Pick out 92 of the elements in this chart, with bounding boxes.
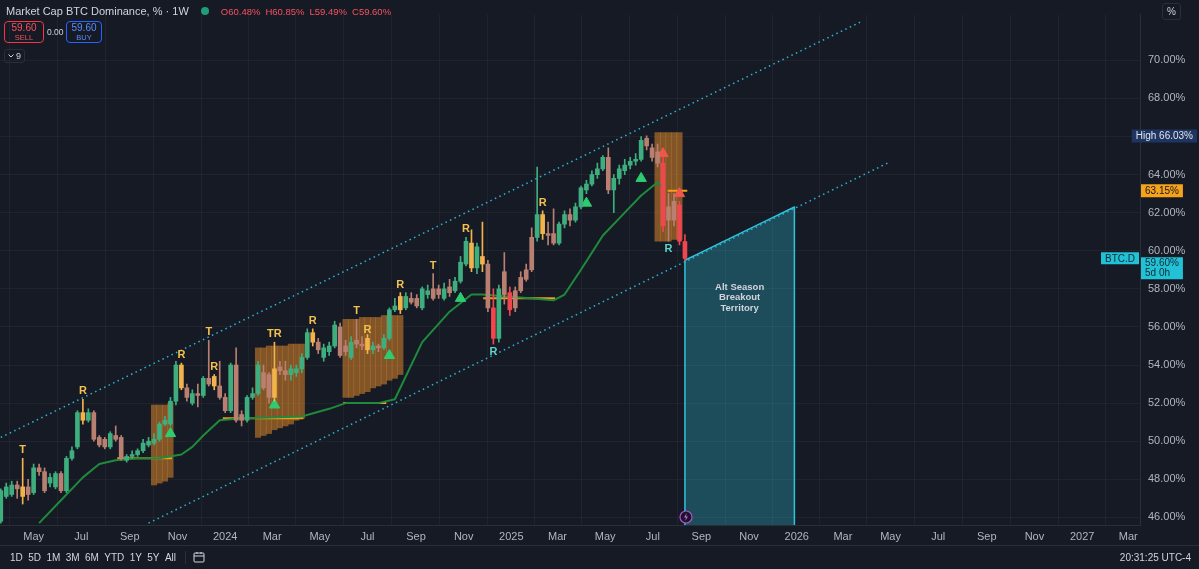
annotation: T [19,443,27,456]
text: 1M [46,552,61,563]
x-tick-label: Mar [833,529,853,542]
annotation: R [308,313,317,326]
point [383,349,396,359]
annotation: R [396,277,405,290]
point [164,427,177,438]
x-tick-label: Mar [1118,529,1139,542]
annotation: R [462,222,471,235]
annotation: High 66.03% [1135,130,1194,142]
text: 5D [28,552,41,563]
text: 3M [65,552,80,563]
annotation: T [205,325,213,338]
annotation: 9 [15,51,21,61]
annotation: R [489,345,498,358]
y-tick-label: 62.00% [1148,205,1186,218]
text: All [164,552,177,563]
annotation: R [538,195,547,208]
text: 1Y [129,552,142,563]
annotation: R [177,348,186,361]
x-tick-label: Jul [931,529,946,542]
bar [293,343,300,421]
bar [397,315,404,375]
x-tick-label: Nov [453,529,474,542]
percent-button[interactable]: % [1162,3,1181,20]
candlestick [195,383,201,408]
y-tick-label: 68.00% [1148,91,1186,104]
y-tick-label: 52.00% [1148,396,1186,409]
annotation: T [353,304,361,317]
bar [375,317,382,387]
y-tick-label: 54.00% [1148,358,1186,371]
point [673,187,686,198]
y-tick-label: 64.00% [1148,167,1186,180]
y-tick-label: 60.00% [1148,243,1186,256]
y-tick-label: 58.00% [1148,281,1186,294]
annotation: O60.48% [220,5,261,17]
x-tick-label: May [309,529,331,542]
annotation: BTC.D [1105,252,1135,264]
annotation: T [429,258,437,271]
point [268,398,281,409]
x-tick-label: Nov [739,529,760,542]
point [454,291,467,302]
text: 5Y [147,552,160,563]
candlestick [14,480,20,499]
x-tick-label: Jul [74,529,89,542]
annotation: R [664,242,673,255]
text: 63.15% [1145,185,1180,197]
x-tick-label: Sep [691,529,712,542]
x-tick-label: May [880,529,902,542]
text: 5d 0h [1145,267,1171,279]
annotation: 0.00 [47,27,64,37]
x-tick-label: Sep [406,529,426,542]
y-tick-label: 70.00% [1148,53,1186,66]
annotation: R [363,323,372,336]
x-tick-label: Nov [167,529,188,542]
x-tick-label: May [23,529,45,542]
annotation: 59.60 [11,21,37,33]
y-tick-label: 50.00% [1148,434,1186,447]
series-label: Alt Season Breakout Territory [715,280,765,313]
x-tick-label: 2025 [499,529,524,542]
text: 1D [10,552,23,563]
x-tick-label: Jul [360,529,375,542]
candlestick [206,339,212,387]
candlestick [20,458,26,505]
point [635,171,647,182]
x-tick-label: 2024 [212,529,238,542]
annotation: 59.60 [71,21,97,33]
dropdown-button[interactable]: 9 [4,49,25,63]
x-tick-label: May [594,529,617,542]
x-tick-label: 2027 [1069,529,1095,542]
annotation: R [78,384,87,397]
x-tick-label: Mar [548,529,568,542]
annotation: L59.49% [309,5,348,17]
x-tick-label: 2026 [784,529,809,542]
text: YTD [104,552,125,563]
y-tick-label: 46.00% [1148,510,1186,523]
x-tick-label: Nov [1024,529,1045,542]
chart-title: Market Cap BTC Dominance, % · 1W [6,5,189,17]
bar [353,318,360,396]
x-tick-label: Jul [645,529,660,542]
x-tick-label: Sep [120,529,140,542]
x-tick-label: Mar [262,529,282,542]
y-tick-label: 56.00% [1148,319,1186,332]
text: 6M [84,552,99,563]
annotation: C59.60% [352,5,392,17]
annotation: TR [267,327,282,340]
text: 20:31:25 UTC-4 [1119,552,1191,563]
annotation: R [210,359,219,372]
annotation: H60.85% [265,5,305,17]
y-tick-label: 48.00% [1148,472,1186,485]
text: 59.60% [1145,257,1180,269]
x-tick-label: Sep [976,529,997,542]
